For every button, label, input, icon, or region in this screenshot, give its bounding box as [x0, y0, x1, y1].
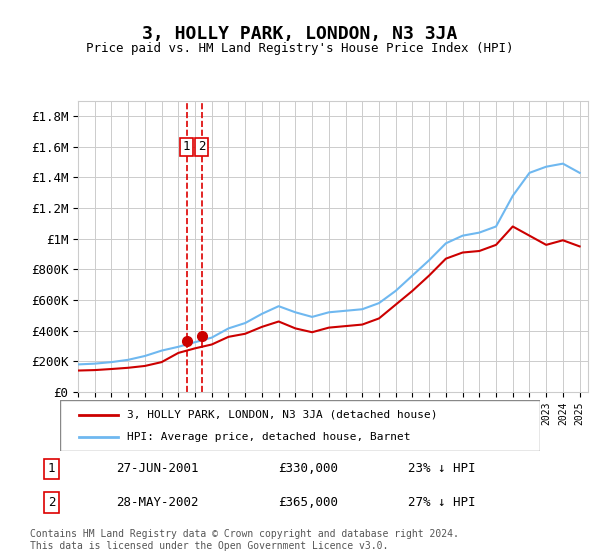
Text: 27-JUN-2001: 27-JUN-2001: [116, 463, 199, 475]
Text: 23% ↓ HPI: 23% ↓ HPI: [408, 463, 476, 475]
Text: 3, HOLLY PARK, LONDON, N3 3JA (detached house): 3, HOLLY PARK, LONDON, N3 3JA (detached …: [127, 409, 438, 419]
Text: HPI: Average price, detached house, Barnet: HPI: Average price, detached house, Barn…: [127, 432, 410, 442]
FancyBboxPatch shape: [60, 400, 540, 451]
Text: 1: 1: [183, 140, 190, 153]
Text: 28-MAY-2002: 28-MAY-2002: [116, 496, 199, 509]
Text: £365,000: £365,000: [278, 496, 338, 509]
Text: £330,000: £330,000: [278, 463, 338, 475]
Text: 2: 2: [48, 496, 55, 509]
Text: 27% ↓ HPI: 27% ↓ HPI: [408, 496, 476, 509]
Text: 3, HOLLY PARK, LONDON, N3 3JA: 3, HOLLY PARK, LONDON, N3 3JA: [142, 25, 458, 43]
Text: Contains HM Land Registry data © Crown copyright and database right 2024.
This d: Contains HM Land Registry data © Crown c…: [30, 529, 459, 551]
Text: 1: 1: [48, 463, 55, 475]
Text: 2: 2: [198, 140, 205, 153]
Text: Price paid vs. HM Land Registry's House Price Index (HPI): Price paid vs. HM Land Registry's House …: [86, 42, 514, 55]
